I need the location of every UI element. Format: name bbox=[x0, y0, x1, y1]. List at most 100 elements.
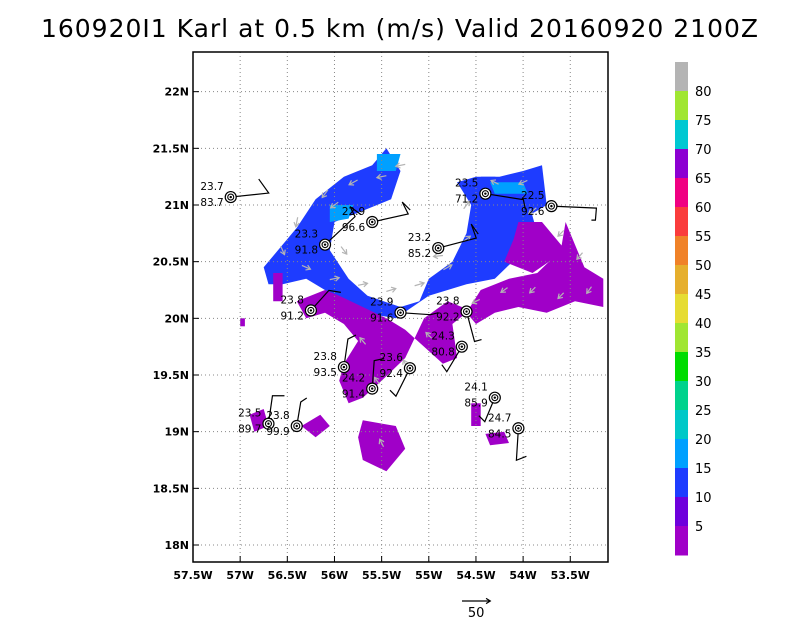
station-marker-dot bbox=[323, 243, 327, 246]
wind-speed-region bbox=[240, 318, 245, 327]
colorbar-label: 60 bbox=[695, 201, 712, 216]
station-label-bottom: 92.4 bbox=[380, 368, 404, 380]
colorbar-segment bbox=[675, 62, 688, 92]
colorbar-segment bbox=[675, 410, 688, 440]
colorbar-label: 40 bbox=[695, 317, 712, 332]
arrow-shaft bbox=[528, 207, 537, 214]
station-label-bottom: 91.6 bbox=[370, 313, 394, 325]
arrow-head bbox=[293, 221, 300, 228]
station-label-bottom: 92.6 bbox=[521, 206, 545, 218]
arrow-head bbox=[390, 286, 397, 293]
arrow-shaft bbox=[500, 287, 508, 293]
station: 23.8 91.2 bbox=[281, 289, 341, 322]
wind-arrow bbox=[279, 245, 286, 256]
wind-arrow bbox=[386, 286, 397, 293]
arrow-head bbox=[394, 162, 401, 169]
station-wind-barb bbox=[343, 334, 357, 368]
colorbar-segment bbox=[675, 91, 688, 121]
colorbar-segment bbox=[675, 381, 688, 411]
station-marker-dot bbox=[399, 311, 402, 314]
wind-speed-region bbox=[273, 273, 283, 302]
arrow-head bbox=[527, 208, 534, 215]
station-marker-dot bbox=[550, 204, 553, 208]
arrow-head bbox=[321, 192, 328, 199]
colorbar-segment bbox=[675, 207, 688, 237]
station-marker-mid bbox=[227, 193, 235, 201]
colorbar-segment bbox=[675, 352, 688, 382]
station-marker-mid bbox=[406, 364, 414, 372]
station-label-bottom: 91.8 bbox=[295, 245, 318, 257]
x-tick-label: 57W bbox=[226, 569, 253, 582]
wind-arrow bbox=[348, 179, 358, 186]
wind-arrow bbox=[557, 292, 565, 300]
colorbar-label: 5 bbox=[695, 520, 703, 535]
wind-arrow bbox=[500, 287, 508, 294]
station-marker-dot bbox=[517, 427, 520, 430]
station: 23.2 85.2 bbox=[408, 223, 479, 260]
arrow-head bbox=[464, 200, 471, 207]
colorbar-segment bbox=[675, 468, 688, 498]
reference-vector: 50 bbox=[462, 597, 492, 618]
arrow-shaft bbox=[340, 246, 348, 255]
station-marker-dot bbox=[267, 422, 270, 425]
station-label-bottom: 91.2 bbox=[281, 310, 304, 322]
wind-speed-region bbox=[358, 420, 406, 472]
station-wind-barb bbox=[310, 289, 341, 311]
station-marker-dot bbox=[371, 387, 374, 390]
y-tick-label: 20N bbox=[164, 312, 189, 325]
arrow-shaft bbox=[576, 252, 583, 260]
wind-speed-region bbox=[376, 154, 401, 171]
arrow-head bbox=[517, 179, 524, 186]
station-wind-barb bbox=[371, 358, 385, 389]
arrow-head bbox=[348, 180, 355, 186]
station: 24.2 91.4 bbox=[342, 358, 385, 401]
colorbar-label: 10 bbox=[695, 491, 712, 506]
colorbar-segment bbox=[675, 236, 688, 266]
station: 23.8 99.9 bbox=[266, 397, 308, 438]
arrow-shaft bbox=[280, 245, 286, 255]
arrow-head bbox=[471, 298, 478, 305]
arrow-head bbox=[334, 275, 341, 282]
station: 23.8 92.2 bbox=[436, 296, 482, 343]
x-tick-label: 56W bbox=[321, 569, 348, 582]
arrow-shaft bbox=[321, 189, 329, 198]
station-wind-barb bbox=[230, 178, 270, 198]
station-marker-mid bbox=[368, 218, 376, 226]
wind-arrow bbox=[517, 179, 528, 186]
station-marker-mid bbox=[293, 422, 301, 430]
station-wind-barb bbox=[389, 367, 411, 398]
station-marker-dot bbox=[371, 220, 374, 224]
x-tick-label: 57.5W bbox=[173, 569, 212, 582]
station-label-top: 23.8 bbox=[281, 294, 304, 306]
colorbar-label: 25 bbox=[695, 404, 712, 419]
wind-arrow bbox=[425, 331, 433, 339]
axis-ticks: 57.5W 57W 56.5W 56W 55.5W 55W 54.5W 54W 53.5W 18N… bbox=[153, 86, 590, 582]
y-tick-label: 21.5N bbox=[153, 142, 189, 155]
arrow-head bbox=[373, 376, 380, 383]
station-label-bottom: 83.7 bbox=[200, 197, 223, 209]
station-wind-barb bbox=[465, 311, 482, 343]
arrow-shaft bbox=[301, 264, 311, 270]
colorbar-segment bbox=[675, 178, 688, 208]
arrow-head bbox=[557, 293, 564, 300]
colorbar-label: 70 bbox=[695, 143, 712, 158]
colorbar-segment bbox=[675, 526, 688, 556]
x-tick-label: 56.5W bbox=[268, 569, 307, 582]
wind-arrow bbox=[340, 246, 348, 256]
station-marker-mid bbox=[396, 309, 405, 317]
arrow-shaft bbox=[348, 179, 358, 186]
reference-arrow bbox=[462, 597, 492, 605]
y-tick-label: 21N bbox=[164, 199, 189, 212]
wind-arrow bbox=[432, 252, 444, 260]
arrow-shaft bbox=[490, 179, 499, 185]
colorbar-label: 20 bbox=[695, 433, 712, 448]
arrow-head bbox=[341, 249, 348, 256]
grid-lines bbox=[193, 52, 608, 562]
arrow-head bbox=[378, 438, 385, 445]
colorbar-label: 15 bbox=[695, 462, 712, 477]
arrow-shaft bbox=[376, 175, 387, 179]
wind-arrow bbox=[359, 336, 367, 345]
arrow-head bbox=[485, 597, 492, 605]
wind-arrow bbox=[375, 173, 387, 180]
